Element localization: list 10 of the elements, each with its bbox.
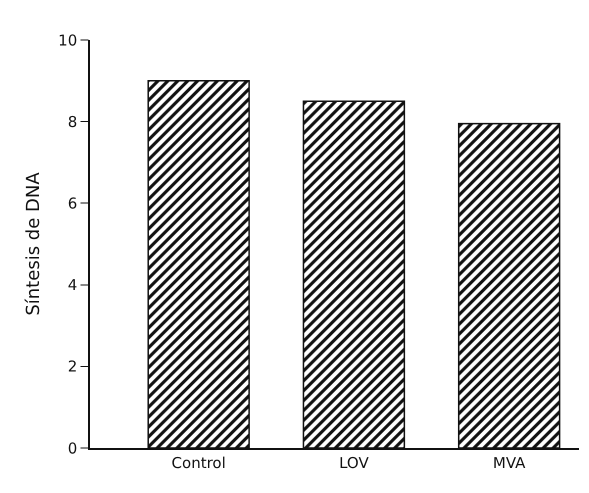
x-tick-label: LOV bbox=[339, 454, 370, 472]
y-tick-label: 4 bbox=[68, 276, 78, 294]
y-axis-title: Síntesis de DNA bbox=[22, 172, 44, 316]
y-tick-label: 10 bbox=[58, 31, 78, 50]
x-tick-label: MVA bbox=[492, 454, 526, 472]
y-tick-label: 8 bbox=[68, 112, 78, 131]
y-tick-label: 0 bbox=[68, 439, 78, 458]
y-tick-label: 6 bbox=[68, 194, 78, 212]
x-tick-label: Control bbox=[172, 454, 226, 472]
y-tick-label: 2 bbox=[68, 358, 78, 376]
